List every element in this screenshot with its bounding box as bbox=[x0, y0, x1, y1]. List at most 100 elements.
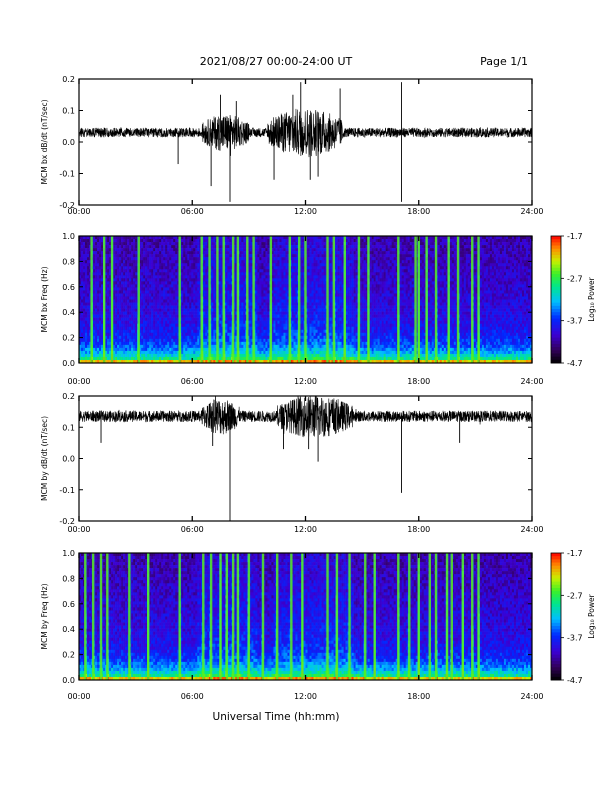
spectrogram-cell bbox=[225, 293, 227, 296]
spectrogram-cell bbox=[259, 354, 261, 357]
spectrogram-cell bbox=[279, 333, 281, 336]
spectrogram-cell bbox=[197, 357, 199, 360]
spectrogram-cell bbox=[239, 287, 241, 290]
spectrogram-cell bbox=[87, 324, 89, 327]
spectrogram-cell bbox=[145, 263, 147, 266]
spectrogram-cell bbox=[153, 306, 155, 309]
spectrogram-cell bbox=[263, 306, 265, 309]
spectrogram-cell bbox=[285, 339, 287, 342]
spectrogram-cell bbox=[263, 296, 265, 299]
spectrogram-cell bbox=[99, 239, 101, 242]
spectrogram-cell bbox=[308, 257, 310, 260]
spectrogram-cell bbox=[241, 330, 243, 333]
spectrogram-cell bbox=[275, 293, 277, 296]
spectrogram-cell bbox=[175, 284, 177, 287]
spectrogram-cell bbox=[301, 339, 303, 342]
spectrogram-cell bbox=[83, 281, 85, 284]
spectrogram-cell bbox=[308, 278, 310, 281]
spectrogram-cell bbox=[99, 309, 101, 312]
spectrogram-cell bbox=[229, 327, 231, 330]
spectrogram-cell bbox=[169, 287, 171, 290]
spectrogram-cell bbox=[157, 242, 159, 245]
spectrogram-cell bbox=[257, 278, 259, 281]
spectrogram-cell bbox=[145, 272, 147, 275]
spectrogram-cell bbox=[161, 357, 163, 360]
spectrogram-cell bbox=[195, 287, 197, 290]
spectrogram-cell bbox=[283, 293, 285, 296]
spectrogram-cell bbox=[203, 336, 205, 339]
spectrogram-cell bbox=[191, 269, 193, 272]
spectrogram-cell bbox=[211, 351, 213, 354]
spectrogram-cell bbox=[99, 336, 101, 339]
spectrogram-cell bbox=[153, 248, 155, 251]
spectrogram-cell bbox=[147, 248, 149, 251]
spectrogram-cell bbox=[145, 324, 147, 327]
spectrogram-cell bbox=[133, 330, 135, 333]
spectrogram-cell bbox=[295, 269, 297, 272]
spectrogram-cell bbox=[127, 242, 129, 245]
spectrogram-cell bbox=[171, 324, 173, 327]
spectrogram-cell bbox=[249, 339, 251, 342]
spectrogram-cell bbox=[81, 245, 83, 248]
spectrogram-cell bbox=[115, 281, 117, 284]
spectrogram-cell bbox=[169, 303, 171, 306]
spectrogram-cell bbox=[227, 357, 229, 360]
spectrogram-cell bbox=[135, 275, 137, 278]
spectrogram-cell bbox=[175, 272, 177, 275]
spectrogram-cell bbox=[135, 272, 137, 275]
spectrogram-cell bbox=[312, 324, 314, 327]
spectrogram-cell bbox=[83, 306, 85, 309]
spectrogram-cell bbox=[213, 275, 215, 278]
spectrogram-cell bbox=[259, 269, 261, 272]
spectrogram-cell bbox=[261, 266, 263, 269]
spectrogram-cell bbox=[93, 284, 95, 287]
spectrogram-cell bbox=[145, 269, 147, 272]
spectrogram-cell bbox=[183, 303, 185, 306]
spectrogram-cell bbox=[93, 315, 95, 318]
spectrogram-cell bbox=[211, 296, 213, 299]
spectrogram-cell bbox=[211, 245, 213, 248]
spectrogram-cell bbox=[169, 284, 171, 287]
spectrogram-cell bbox=[127, 300, 129, 303]
spectrogram-cell bbox=[181, 248, 183, 251]
spectrogram-cell bbox=[279, 260, 281, 263]
spectrogram-cell bbox=[265, 251, 267, 254]
spectrogram-cell bbox=[125, 336, 127, 339]
spectrogram-cell bbox=[93, 327, 95, 330]
spectrogram-cell bbox=[93, 278, 95, 281]
spectrogram-cell bbox=[173, 336, 175, 339]
spectrogram-cell bbox=[225, 318, 227, 321]
spectrogram-cell bbox=[159, 293, 161, 296]
spectrogram-cell bbox=[259, 257, 261, 260]
spectrogram-cell bbox=[113, 357, 115, 360]
spectrogram-cell bbox=[155, 318, 157, 321]
spectrogram-cell bbox=[97, 321, 99, 324]
spectrogram-cell bbox=[157, 278, 159, 281]
spectrogram-cell bbox=[155, 333, 157, 336]
spectrogram-cell bbox=[83, 239, 85, 242]
spectrogram-cell bbox=[281, 333, 283, 336]
spectrogram-cell bbox=[153, 269, 155, 272]
spectrogram-cell bbox=[151, 245, 153, 248]
spectrogram-cell bbox=[159, 300, 161, 303]
spectrogram-cell bbox=[131, 263, 133, 266]
spectrogram-cell bbox=[275, 342, 277, 345]
spectrogram-cell bbox=[117, 260, 119, 263]
spectrogram-cell bbox=[293, 242, 295, 245]
spectrogram-cell bbox=[203, 351, 205, 354]
spectrogram-cell bbox=[295, 300, 297, 303]
spectrogram-cell bbox=[255, 278, 257, 281]
spectrogram-cell bbox=[123, 281, 125, 284]
spectrogram-cell bbox=[107, 357, 109, 360]
spectrogram-cell bbox=[147, 287, 149, 290]
spectrogram-cell bbox=[259, 254, 261, 257]
spectrogram-cell bbox=[257, 263, 259, 266]
spectrogram-cell bbox=[314, 333, 316, 336]
spectrogram-cell bbox=[83, 330, 85, 333]
spectrogram-cell bbox=[239, 345, 241, 348]
spectrogram-cell bbox=[291, 266, 293, 269]
spectrogram-cell bbox=[310, 248, 312, 251]
spectrogram-cell bbox=[85, 284, 87, 287]
spectrogram-cell bbox=[229, 254, 231, 257]
spectrogram-cell bbox=[149, 272, 151, 275]
